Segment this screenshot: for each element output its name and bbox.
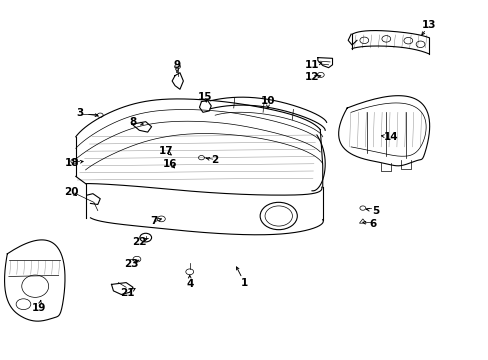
Text: 13: 13 [421,20,436,30]
Text: 21: 21 [120,288,134,298]
Text: 6: 6 [368,219,375,229]
Text: 11: 11 [304,60,319,70]
Text: 10: 10 [260,96,275,106]
Text: 12: 12 [304,72,319,82]
Text: 8: 8 [129,117,136,127]
Text: 16: 16 [163,159,177,169]
Text: 9: 9 [173,60,180,70]
Text: 7: 7 [150,216,158,226]
Text: 3: 3 [76,108,83,118]
Text: 18: 18 [65,158,80,168]
Text: 2: 2 [211,155,218,165]
Text: 23: 23 [123,258,138,269]
Text: 1: 1 [241,278,247,288]
Text: 15: 15 [198,92,212,102]
Text: 19: 19 [32,303,46,313]
Text: 20: 20 [63,186,78,197]
Text: 14: 14 [383,132,398,142]
Text: 17: 17 [159,146,173,156]
Text: 5: 5 [371,206,378,216]
Text: 4: 4 [185,279,193,289]
Text: 22: 22 [132,237,146,247]
